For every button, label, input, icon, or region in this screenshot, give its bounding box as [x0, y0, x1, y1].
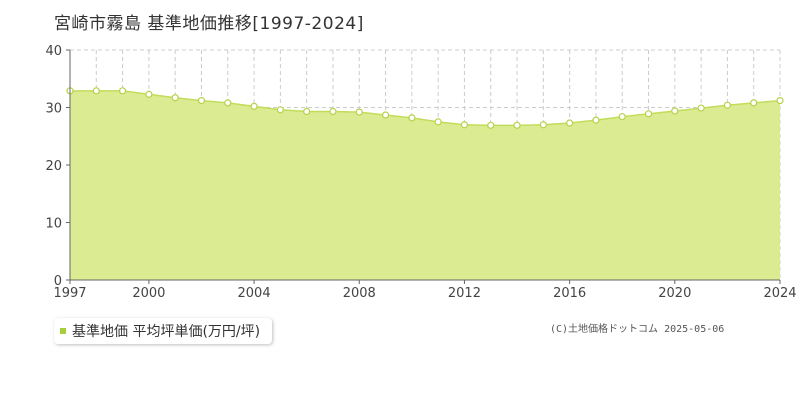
data-point [145, 90, 153, 98]
data-point [697, 104, 705, 112]
legend-label: 基準地価 平均坪単価(万円/坪) [72, 324, 261, 340]
data-point [776, 96, 784, 105]
series-line [70, 90, 781, 127]
data-point [250, 102, 258, 110]
data-point [487, 121, 495, 129]
data-point [539, 121, 547, 129]
data-point [434, 118, 442, 126]
x-tick-labels: 1997 2000 2004 2008 2012 2016 2020 2024 [53, 280, 797, 301]
y-tick-labels: 0 10 20 30 40 [45, 44, 70, 289]
x-tick-label: 2000 [132, 286, 165, 301]
data-point [355, 108, 363, 116]
series-area [70, 90, 780, 280]
x-tick-label: 1997 [53, 286, 86, 301]
data-point [197, 96, 206, 105]
x-tick-label: 2004 [238, 286, 271, 301]
data-point [276, 106, 284, 114]
x-tick-label: 2020 [658, 286, 691, 301]
data-point [618, 113, 626, 121]
chart-title: 宮崎市霧島 基準地価推移[1997-2024] [54, 14, 364, 34]
data-point [224, 99, 232, 107]
data-point [644, 110, 653, 118]
data-point [671, 107, 679, 115]
y-tick-label: 10 [45, 217, 62, 232]
data-point [513, 121, 521, 129]
x-tick-label: 2012 [448, 286, 481, 301]
y-tick-label: 40 [45, 44, 62, 59]
data-point [723, 101, 732, 109]
copyright: (C)土地価格ドットコム 2025-05-06 [550, 324, 725, 335]
legend: 基準地価 平均坪単価(万円/坪) [54, 318, 273, 344]
legend-swatch [60, 328, 66, 334]
data-point [750, 99, 758, 107]
data-point [566, 119, 574, 127]
data-point [381, 111, 390, 119]
data-point [408, 114, 416, 122]
x-tick-label: 2016 [553, 286, 586, 301]
data-point [592, 116, 600, 124]
y-tick-label: 0 [54, 274, 62, 289]
x-tick-label: 2008 [343, 286, 376, 301]
y-tick-label: 20 [45, 159, 62, 174]
data-point [118, 87, 127, 95]
data-point [171, 94, 179, 102]
data-point [92, 87, 100, 95]
x-tick-label: 2024 [763, 286, 796, 301]
y-tick-label: 30 [45, 102, 62, 117]
series-markers [66, 87, 784, 129]
data-point [460, 121, 469, 129]
data-point [303, 107, 311, 116]
data-point [329, 107, 337, 116]
